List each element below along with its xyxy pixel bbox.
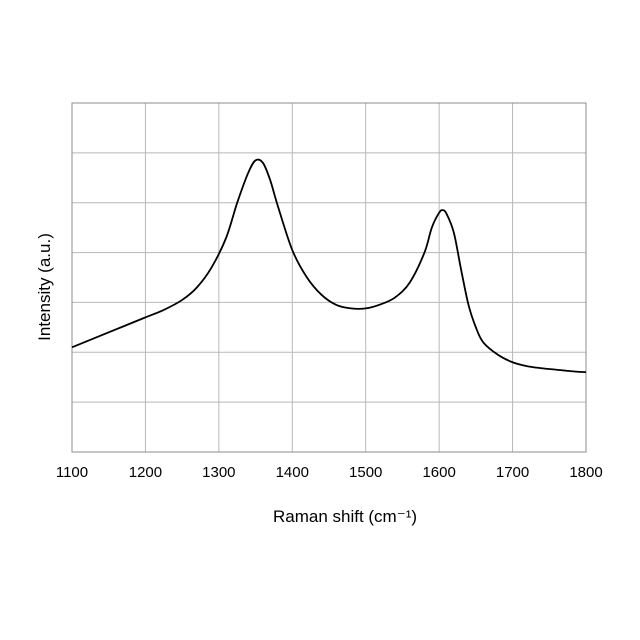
x-tick-label: 1500 xyxy=(349,464,382,481)
x-axis-title: Raman shift (cm⁻¹) xyxy=(273,507,417,526)
y-axis-title: Intensity (a.u.) xyxy=(35,233,54,341)
x-tick-label: 1800 xyxy=(569,464,602,481)
x-tick-label: 1300 xyxy=(202,464,235,481)
x-tick-label: 1600 xyxy=(422,464,455,481)
x-tick-label: 1100 xyxy=(56,464,88,481)
x-tick-label: 1700 xyxy=(496,464,529,481)
x-tick-label: 1400 xyxy=(276,464,309,481)
x-tick-label: 1200 xyxy=(129,464,162,481)
